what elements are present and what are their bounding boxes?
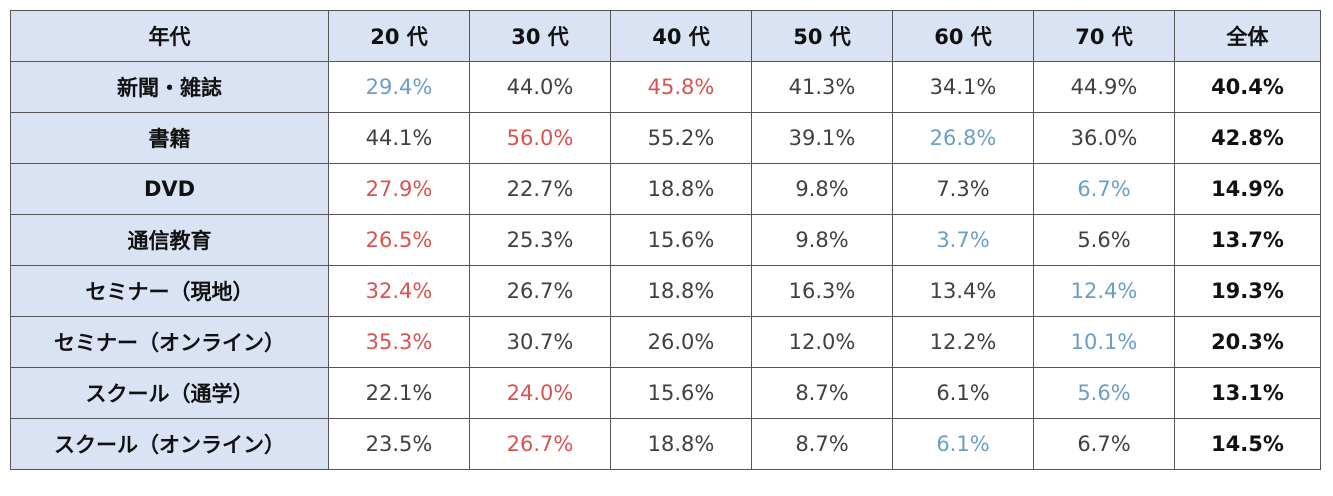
row-label: 通信教育 <box>10 214 329 266</box>
value-cell: 25.3% <box>469 214 611 266</box>
value-cell: 41.3% <box>751 61 893 113</box>
row-label: 書籍 <box>10 112 329 164</box>
value-cell: 13.4% <box>892 265 1034 317</box>
table-row: スクール（通学） 22.1% 24.0% 15.6% 8.7% 6.1% 5.6% 13.1% <box>10 367 1321 419</box>
data-table: 年代 20 代 30 代 40 代 50 代 60 代 70 代全体 新聞・雑誌 29.4% 4… <box>10 10 1321 470</box>
total-cell: 20.3% <box>1174 316 1321 368</box>
value-cell: 27.9% <box>328 163 470 215</box>
value-cell: 23.5% <box>328 418 470 470</box>
header-cell: 70 代 <box>1033 10 1175 62</box>
value-cell: 29.4% <box>328 61 470 113</box>
value-cell: 26.0% <box>610 316 752 368</box>
value-cell: 5.6% <box>1033 367 1175 419</box>
row-label: 新聞・雑誌 <box>10 61 329 113</box>
value-cell: 26.7% <box>469 418 611 470</box>
value-cell: 16.3% <box>751 265 893 317</box>
value-cell: 5.6% <box>1033 214 1175 266</box>
table-row: 通信教育 26.5% 25.3% 15.6% 9.8% 3.7% 5.6% 13.7% <box>10 214 1321 266</box>
total-cell: 13.1% <box>1174 367 1321 419</box>
value-cell: 44.1% <box>328 112 470 164</box>
value-cell: 34.1% <box>892 61 1034 113</box>
value-cell: 39.1% <box>751 112 893 164</box>
header-cell: 年代 <box>10 10 329 62</box>
value-cell: 18.8% <box>610 418 752 470</box>
value-cell: 18.8% <box>610 265 752 317</box>
value-cell: 10.1% <box>1033 316 1175 368</box>
header-cell: 20 代 <box>328 10 470 62</box>
value-cell: 6.1% <box>892 418 1034 470</box>
total-cell: 42.8% <box>1174 112 1321 164</box>
header-cell: 60 代 <box>892 10 1034 62</box>
value-cell: 6.7% <box>1033 418 1175 470</box>
table-row: DVD 27.9% 22.7% 18.8% 9.8% 7.3% 6.7% 14.9% <box>10 163 1321 215</box>
value-cell: 26.5% <box>328 214 470 266</box>
value-cell: 24.0% <box>469 367 611 419</box>
total-cell: 40.4% <box>1174 61 1321 113</box>
row-label: セミナー（現地） <box>10 265 329 317</box>
value-cell: 45.8% <box>610 61 752 113</box>
row-label: DVD <box>10 163 329 215</box>
value-cell: 15.6% <box>610 214 752 266</box>
header-cell: 40 代 <box>610 10 752 62</box>
value-cell: 55.2% <box>610 112 752 164</box>
total-cell: 13.7% <box>1174 214 1321 266</box>
value-cell: 12.0% <box>751 316 893 368</box>
value-cell: 3.7% <box>892 214 1034 266</box>
header-row: 年代 20 代 30 代 40 代 50 代 60 代 70 代全体 <box>10 10 1321 62</box>
header-cell: 30 代 <box>469 10 611 62</box>
table-row: セミナー（オンライン） 35.3% 30.7% 26.0% 12.0% 12.2% 10.1… <box>10 316 1321 368</box>
value-cell: 44.0% <box>469 61 611 113</box>
row-label: スクール（オンライン） <box>10 418 329 470</box>
table-row: 新聞・雑誌 29.4% 44.0% 45.8% 41.3% 34.1% 44.9% 40.4% <box>10 61 1321 113</box>
header-cell: 50 代 <box>751 10 893 62</box>
header-cell: 全体 <box>1174 10 1321 62</box>
value-cell: 26.7% <box>469 265 611 317</box>
value-cell: 8.7% <box>751 367 893 419</box>
total-cell: 14.9% <box>1174 163 1321 215</box>
total-cell: 19.3% <box>1174 265 1321 317</box>
value-cell: 22.1% <box>328 367 470 419</box>
value-cell: 15.6% <box>610 367 752 419</box>
value-cell: 9.8% <box>751 214 893 266</box>
value-cell: 7.3% <box>892 163 1034 215</box>
value-cell: 44.9% <box>1033 61 1175 113</box>
value-cell: 12.2% <box>892 316 1034 368</box>
value-cell: 6.7% <box>1033 163 1175 215</box>
value-cell: 8.7% <box>751 418 893 470</box>
row-label: セミナー（オンライン） <box>10 316 329 368</box>
value-cell: 6.1% <box>892 367 1034 419</box>
value-cell: 36.0% <box>1033 112 1175 164</box>
table-row: 書籍 44.1% 56.0% 55.2% 39.1% 26.8% 36.0% 42.8% <box>10 112 1321 164</box>
value-cell: 26.8% <box>892 112 1034 164</box>
table-row: スクール（オンライン） 23.5% 26.7% 18.8% 8.7% 6.1% 6.7% 14… <box>10 418 1321 470</box>
value-cell: 35.3% <box>328 316 470 368</box>
value-cell: 30.7% <box>469 316 611 368</box>
row-label: スクール（通学） <box>10 367 329 419</box>
value-cell: 22.7% <box>469 163 611 215</box>
total-cell: 14.5% <box>1174 418 1321 470</box>
table-row: セミナー（現地） 32.4% 26.7% 18.8% 16.3% 13.4% 12.4% 19… <box>10 265 1321 317</box>
value-cell: 32.4% <box>328 265 470 317</box>
value-cell: 12.4% <box>1033 265 1175 317</box>
table-body: 新聞・雑誌 29.4% 44.0% 45.8% 41.3% 34.1% 44.9% 40.4%… <box>10 61 1321 470</box>
value-cell: 56.0% <box>469 112 611 164</box>
value-cell: 9.8% <box>751 163 893 215</box>
value-cell: 18.8% <box>610 163 752 215</box>
